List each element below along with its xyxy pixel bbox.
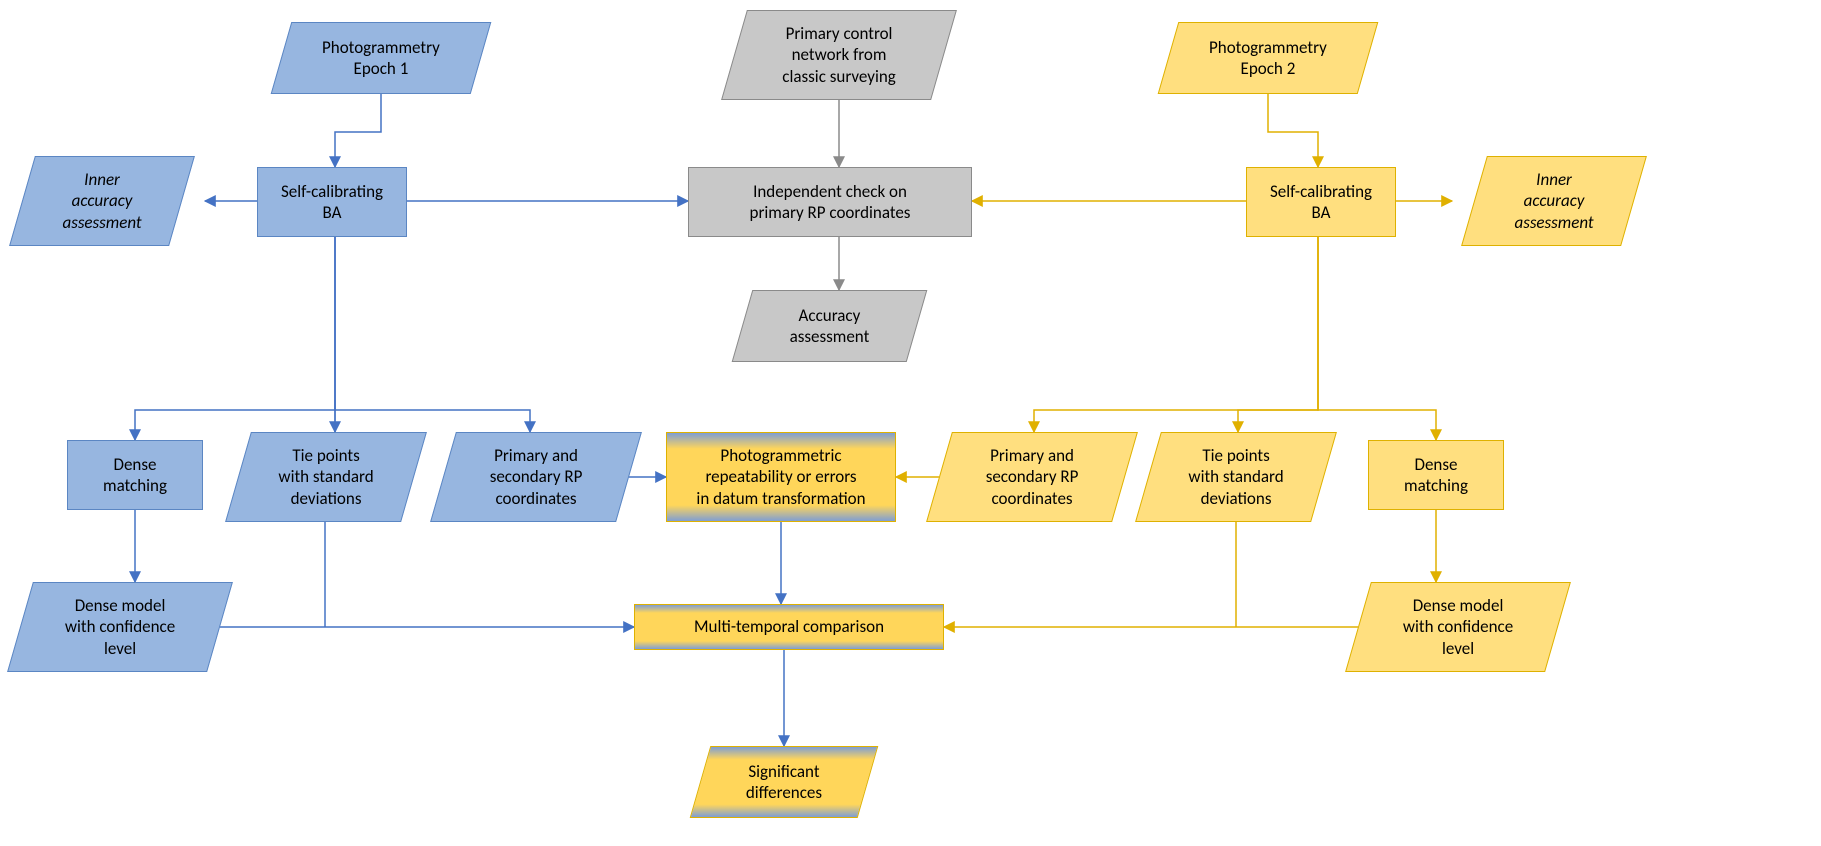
node-dmcl2: Dense modelwith confidencelevel [1345,582,1571,672]
node-label: Tie pointswith standarddeviations [247,445,405,509]
node-phrep: Photogrammetricrepeatability or errorsin… [666,432,896,522]
node-dm2: Densematching [1368,440,1504,510]
node-dm1: Densematching [67,440,203,510]
node-sig: Significantdifferences [690,746,879,818]
node-label: Independent check onprimary RP coordinat… [697,181,963,224]
node-pcn: Primary controlnetwork fromclassic surve… [721,10,957,100]
node-label: Dense modelwith confidencelevel [29,595,211,659]
node-label: Multi-temporal comparison [643,616,935,637]
node-tp1: Tie pointswith standarddeviations [225,432,427,522]
node-label: PhotogrammetryEpoch 1 [290,37,472,80]
node-label: Self-calibratingBA [266,181,398,224]
edge [1318,237,1436,440]
node-iaa1: Inneraccuracyassessment [9,156,195,246]
node-mtc: Multi-temporal comparison [634,604,944,650]
node-label: Photogrammetricrepeatability or errorsin… [675,445,887,509]
node-label: Primary andsecondary RPcoordinates [948,445,1116,509]
node-scba1: Self-calibratingBA [257,167,407,237]
node-psrp2: Primary andsecondary RPcoordinates [926,432,1138,522]
edge [1238,237,1318,432]
edge [1034,237,1318,432]
node-label: Densematching [76,454,194,497]
node-label: Primary controlnetwork fromclassic surve… [743,23,935,87]
node-label: Inneraccuracyassessment [1483,169,1625,233]
node-psrp1: Primary andsecondary RPcoordinates [430,432,642,522]
node-label: Inneraccuracyassessment [31,169,173,233]
arrows-layer [0,0,1821,846]
edge [135,237,335,440]
edge [1268,94,1318,167]
node-label: Accuracyassessment [751,305,908,348]
node-tp2: Tie pointswith standarddeviations [1135,432,1337,522]
edge [335,94,381,167]
node-label: Dense modelwith confidencelevel [1367,595,1549,659]
node-dmcl1: Dense modelwith confidencelevel [7,582,233,672]
node-label: Self-calibratingBA [1255,181,1387,224]
node-label: Densematching [1377,454,1495,497]
node-pe1: PhotogrammetryEpoch 1 [271,22,492,94]
edge [335,237,530,432]
node-icrp: Independent check onprimary RP coordinat… [688,167,972,237]
node-label: Tie pointswith standarddeviations [1157,445,1315,509]
node-aa: Accuracyassessment [732,290,928,362]
node-label: PhotogrammetryEpoch 2 [1177,37,1359,80]
node-iaa2: Inneraccuracyassessment [1461,156,1647,246]
node-label: Significantdifferences [709,761,859,804]
node-scba2: Self-calibratingBA [1246,167,1396,237]
node-label: Primary andsecondary RPcoordinates [452,445,620,509]
node-pe2: PhotogrammetryEpoch 2 [1158,22,1379,94]
flowchart-canvas: PhotogrammetryEpoch 1 Inneraccuracyassess… [0,0,1821,846]
